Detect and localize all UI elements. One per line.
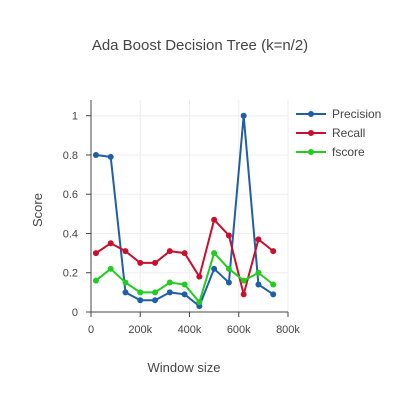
series-recall bbox=[92, 216, 277, 298]
precision-point bbox=[122, 289, 129, 296]
recall-point bbox=[240, 291, 247, 298]
legend-label: Recall bbox=[332, 126, 365, 140]
legend[interactable]: Precision Recall fscore bbox=[296, 107, 381, 159]
recall-point bbox=[211, 216, 218, 223]
recall-point bbox=[152, 259, 159, 266]
recall-point bbox=[255, 236, 262, 243]
fscore-point bbox=[137, 289, 144, 296]
chart-title: Ada Boost Decision Tree (k=n/2) bbox=[92, 37, 308, 54]
x-tick-label: 600k bbox=[227, 324, 251, 336]
recall-point bbox=[196, 273, 203, 280]
precision-point bbox=[225, 279, 232, 286]
fscore-point bbox=[107, 265, 114, 272]
recall-point bbox=[181, 250, 188, 257]
x-tick-label: 400k bbox=[178, 324, 202, 336]
fscore-point bbox=[211, 250, 218, 257]
fscore-point bbox=[181, 281, 188, 288]
y-tick-label: 0 bbox=[72, 307, 78, 319]
x-axis-title: Window size bbox=[148, 360, 221, 375]
precision-point bbox=[152, 297, 159, 304]
legend-label: Precision bbox=[332, 107, 381, 121]
precision-line bbox=[95, 114, 274, 308]
precision-point bbox=[240, 112, 247, 119]
fscore-point bbox=[270, 281, 277, 288]
legend-item-recall[interactable]: Recall bbox=[296, 126, 365, 140]
fscore-point bbox=[122, 279, 129, 286]
recall-point bbox=[270, 248, 277, 255]
recall-point bbox=[92, 250, 99, 257]
fscore-point bbox=[225, 265, 232, 272]
recall-point bbox=[166, 248, 173, 255]
legend-label: fscore bbox=[332, 145, 365, 159]
precision-point bbox=[255, 281, 262, 288]
fscore-point bbox=[196, 299, 203, 306]
legend-swatch-marker bbox=[308, 111, 314, 117]
y-tick-label: 0.4 bbox=[63, 228, 78, 240]
y-tick-label: 1 bbox=[72, 111, 78, 123]
fscore-point bbox=[255, 269, 262, 276]
y-tick-label: 0.8 bbox=[63, 150, 78, 162]
legend-swatch-marker bbox=[308, 149, 314, 155]
precision-point bbox=[137, 297, 144, 304]
series-fscore bbox=[92, 250, 277, 306]
y-axis-title: Score bbox=[30, 193, 45, 227]
fscore-point bbox=[152, 289, 159, 296]
recall-point bbox=[137, 259, 144, 266]
y-axis-ticks: 0 0.2 0.4 0.6 0.8 1 bbox=[63, 111, 91, 319]
series-layer bbox=[92, 112, 277, 310]
recall-point bbox=[107, 240, 114, 247]
x-tick-label: 0 bbox=[88, 324, 94, 336]
y-tick-label: 0.6 bbox=[63, 189, 78, 201]
precision-point bbox=[166, 289, 173, 296]
x-tick-label: 200k bbox=[128, 324, 152, 336]
precision-point bbox=[211, 265, 218, 272]
recall-point bbox=[225, 232, 232, 239]
x-axis-ticks: 0 200k 400k 600k 800k bbox=[88, 312, 300, 336]
fscore-point bbox=[240, 277, 247, 284]
legend-item-precision[interactable]: Precision bbox=[296, 107, 381, 121]
fscore-point bbox=[166, 279, 173, 286]
legend-swatch-marker bbox=[308, 130, 314, 136]
precision-point bbox=[270, 291, 277, 298]
y-tick-label: 0.2 bbox=[63, 268, 78, 280]
series-precision bbox=[92, 112, 277, 310]
fscore-point bbox=[92, 277, 99, 284]
x-tick-label: 800k bbox=[276, 324, 300, 336]
recall-point bbox=[122, 248, 129, 255]
precision-point bbox=[181, 291, 188, 298]
precision-point bbox=[92, 151, 99, 158]
precision-point bbox=[107, 153, 114, 160]
grid bbox=[91, 100, 289, 312]
legend-item-fscore[interactable]: fscore bbox=[296, 145, 365, 159]
